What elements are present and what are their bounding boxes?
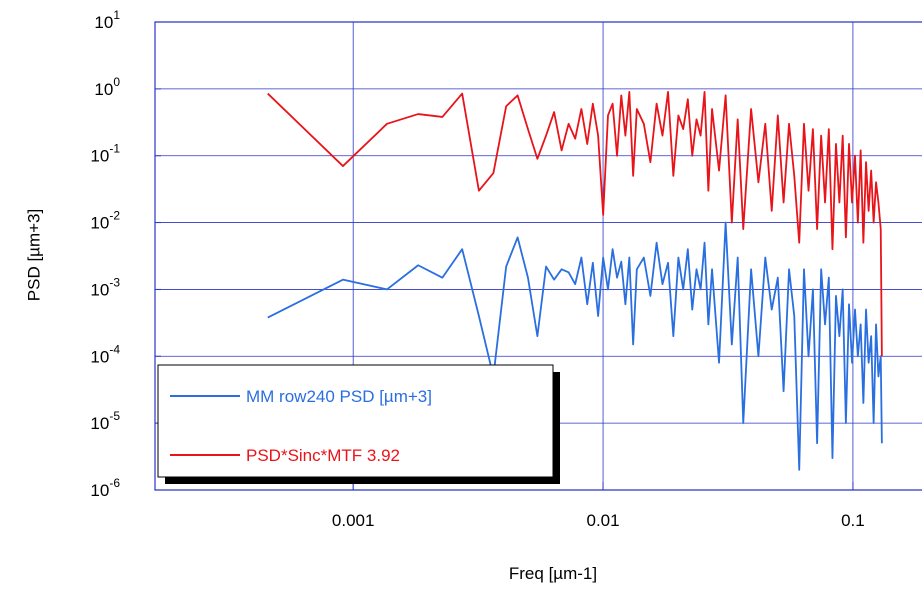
- y-tick-base: 10: [94, 80, 113, 99]
- y-tick-exponent: 1: [113, 8, 120, 22]
- y-tick-label: 10-2: [90, 209, 120, 233]
- y-tick-exponent: 0: [113, 75, 120, 89]
- y-tick-exponent: -5: [109, 409, 120, 423]
- x-tick-label: 0.1: [841, 511, 865, 530]
- plot-frame: [154, 21, 922, 491]
- series-line: [267, 221, 883, 471]
- y-tick-base: 10: [90, 147, 109, 166]
- y-tick-base: 10: [90, 214, 109, 233]
- y-tick-exponent: -1: [109, 142, 120, 156]
- y-tick-exponent: -6: [109, 476, 120, 490]
- series-line: [267, 91, 883, 357]
- y-tick-base: 10: [90, 481, 109, 500]
- x-tick-label: 0.001: [332, 511, 375, 530]
- legend-box: [157, 364, 554, 478]
- y-tick-label: 10-6: [90, 476, 120, 500]
- y-tick-label: 10-5: [90, 409, 120, 433]
- y-tick-exponent: -2: [109, 209, 120, 223]
- y-tick-base: 10: [90, 347, 109, 366]
- x-tick-label: 0.01: [587, 511, 620, 530]
- y-tick-label: 100: [94, 75, 120, 99]
- y-tick-label: 10-4: [90, 342, 120, 366]
- y-tick-base: 10: [94, 13, 113, 32]
- legend-label: MM row240 PSD [µm+3]: [246, 387, 432, 406]
- x-axis-label: Freq [µm-1]: [509, 564, 597, 583]
- y-tick-label: 101: [94, 8, 120, 32]
- y-axis-label: PSD [µm+3]: [24, 209, 43, 301]
- y-tick-label: 10-1: [90, 142, 120, 166]
- y-tick-base: 10: [90, 414, 109, 433]
- legend-label: PSD*Sinc*MTF 3.92: [246, 446, 400, 465]
- y-tick-exponent: -4: [109, 342, 120, 356]
- y-tick-base: 10: [90, 280, 109, 299]
- y-tick-exponent: -3: [109, 275, 120, 289]
- y-tick-label: 10-3: [90, 275, 120, 299]
